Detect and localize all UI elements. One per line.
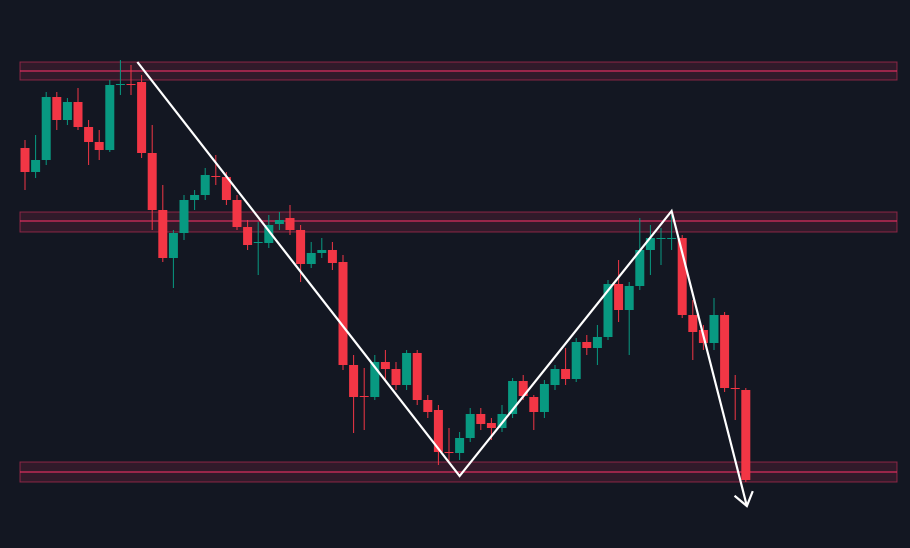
candle-body: [603, 284, 613, 337]
candle-body: [402, 353, 412, 385]
candle-body: [635, 250, 645, 286]
candle-body: [296, 230, 306, 264]
candle-body: [391, 369, 401, 385]
candle-body: [359, 396, 369, 397]
candle-body: [327, 250, 337, 263]
candle-body: [221, 177, 231, 200]
candle-body: [508, 381, 518, 414]
candle-body: [518, 381, 528, 396]
candle-body: [677, 238, 687, 315]
candle-body: [730, 388, 740, 389]
candle-body: [667, 238, 677, 239]
candle-body: [84, 127, 94, 142]
candle-body: [529, 397, 539, 412]
candle-body: [274, 220, 284, 224]
candle-body: [720, 315, 730, 388]
candle-body: [179, 200, 189, 233]
candle-body: [147, 153, 157, 210]
candle-body: [539, 384, 549, 412]
candle-body: [370, 362, 380, 397]
candle-body: [52, 97, 62, 120]
candle-body: [200, 175, 210, 195]
candle-body: [158, 210, 168, 258]
candle-body: [264, 225, 274, 243]
candle-body: [455, 438, 465, 453]
candle-body: [465, 414, 475, 438]
candle-body: [62, 102, 72, 120]
zone: [19, 211, 898, 233]
candle-body: [582, 342, 592, 348]
candle-body: [656, 238, 666, 239]
candle-body: [550, 369, 560, 385]
trend-arrowhead: [733, 490, 754, 508]
candle-body: [614, 284, 624, 310]
candle-body: [105, 85, 115, 150]
candle-body: [709, 315, 719, 343]
candle-body: [94, 142, 104, 150]
candle-body: [243, 227, 253, 245]
candle-body: [476, 414, 486, 424]
candle-body: [253, 242, 263, 243]
candle-body: [317, 250, 327, 253]
candle-body: [741, 390, 751, 480]
candle-body: [168, 233, 178, 258]
candle-body: [380, 362, 390, 369]
candle-body: [423, 400, 433, 412]
candle-body: [232, 200, 242, 227]
candle-body: [688, 315, 698, 332]
candle-body: [41, 97, 51, 160]
candle-body: [115, 84, 125, 85]
candle-body: [137, 82, 147, 153]
candle-body: [571, 342, 581, 379]
trend-path: [136, 61, 748, 507]
candle-body: [412, 353, 422, 400]
candle-body: [624, 286, 634, 310]
candle-body: [444, 452, 454, 453]
candle-body: [31, 160, 41, 172]
candle-body: [190, 195, 200, 200]
candle-body: [20, 148, 30, 172]
candle-body: [349, 365, 359, 397]
candle-body: [497, 414, 507, 428]
candle-body: [486, 423, 496, 428]
candle-body: [126, 84, 136, 85]
candle-body: [73, 102, 83, 127]
candle-body: [645, 238, 655, 250]
candle-body: [433, 410, 443, 452]
candle-body: [338, 262, 348, 365]
candle-body: [285, 218, 295, 230]
candle-body: [592, 337, 602, 348]
candle-body: [561, 369, 571, 379]
candle-body: [211, 176, 221, 177]
candle-body: [306, 253, 316, 264]
